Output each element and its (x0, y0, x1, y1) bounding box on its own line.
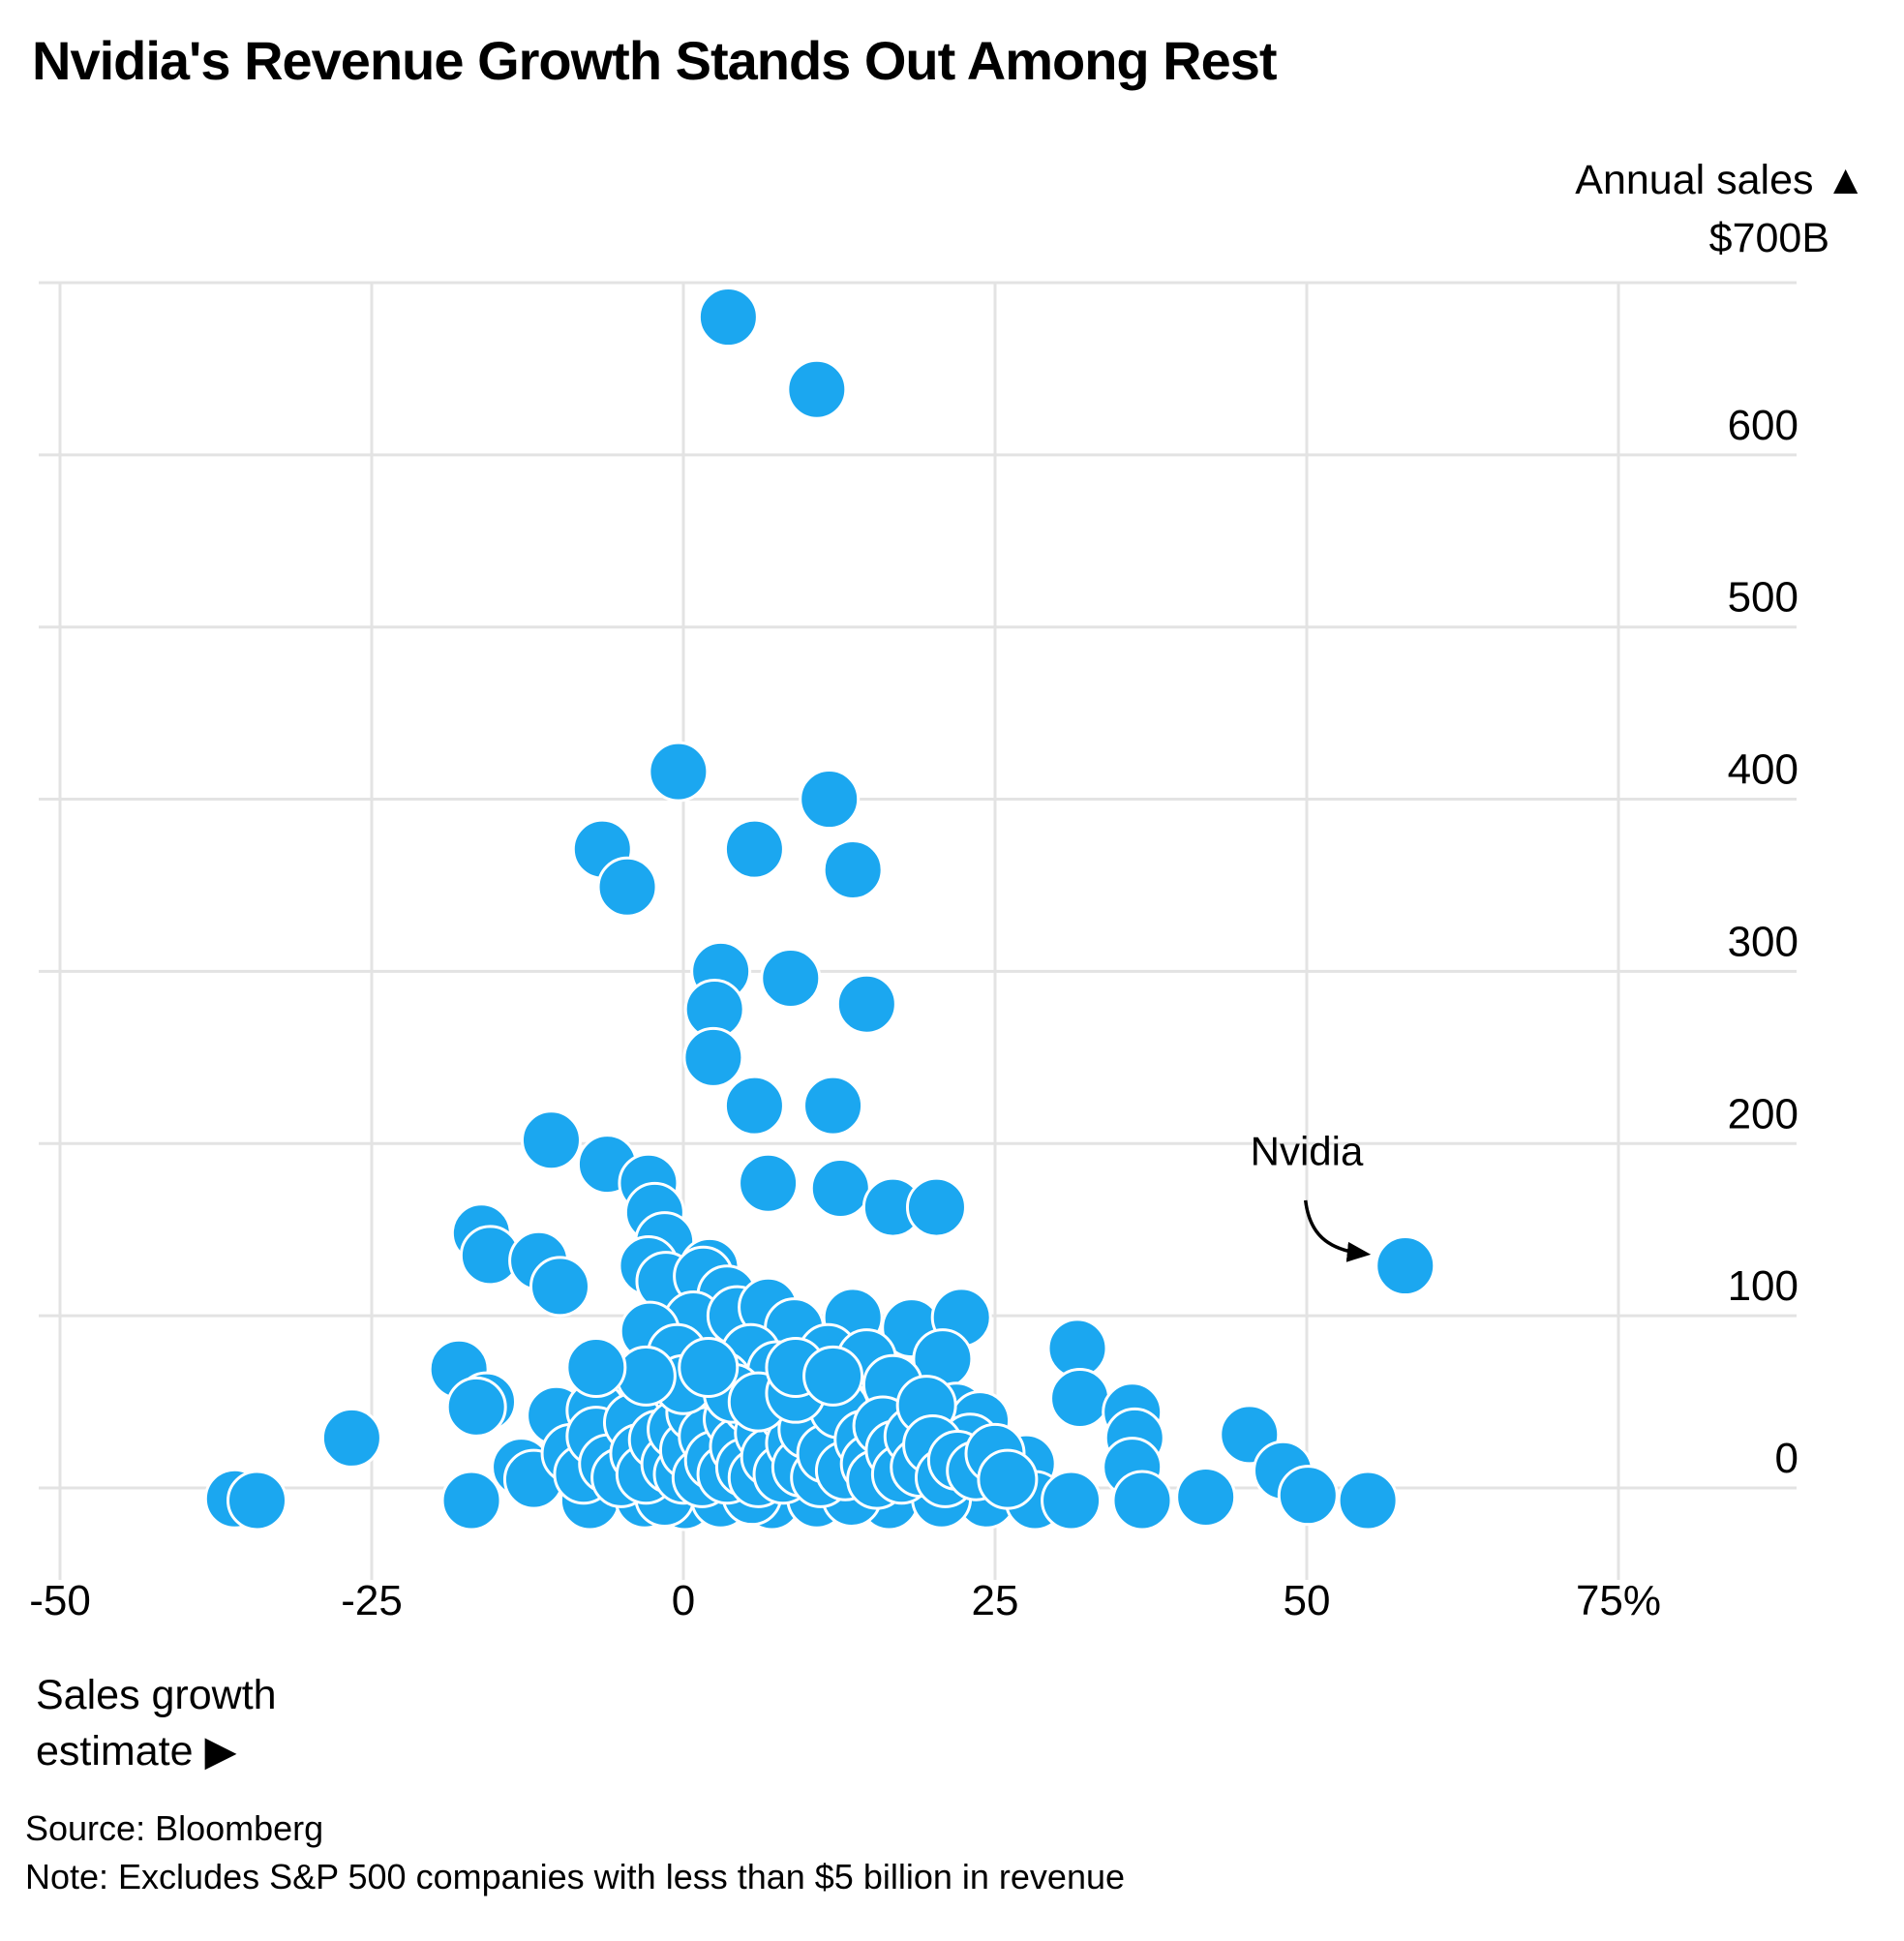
y-tick-label: 0 (1775, 1435, 1798, 1482)
data-point[interactable] (1049, 1368, 1111, 1430)
data-point[interactable] (822, 838, 884, 900)
data-point[interactable] (786, 358, 848, 420)
data-point[interactable] (445, 1376, 507, 1438)
data-point[interactable] (1041, 1470, 1103, 1532)
data-point[interactable] (905, 1176, 967, 1238)
data-point[interactable] (802, 1345, 864, 1407)
data-point[interactable] (723, 818, 785, 880)
x-tick-label: -25 (341, 1577, 403, 1624)
y-tick-label: 200 (1728, 1090, 1798, 1137)
x-tick-label: 25 (972, 1577, 1019, 1624)
y-axis-title: Annual sales ▲ (1575, 157, 1866, 203)
data-point[interactable] (440, 1470, 502, 1532)
y-tick-label: 600 (1728, 402, 1798, 449)
data-point[interactable] (615, 1345, 677, 1407)
note-text: Note: Excludes S&P 500 companies with le… (25, 1857, 1126, 1896)
data-point[interactable] (520, 1109, 582, 1171)
y-tick-label: 100 (1728, 1262, 1798, 1310)
data-point[interactable] (596, 856, 658, 918)
data-point[interactable] (648, 741, 710, 803)
data-point[interactable] (799, 769, 861, 831)
data-point[interactable] (678, 1336, 740, 1398)
data-point[interactable] (1337, 1470, 1399, 1532)
data-point[interactable] (565, 1336, 627, 1398)
x-axis-title-line1: Sales growth (36, 1672, 277, 1718)
data-point[interactable] (738, 1152, 800, 1214)
data-point[interactable] (1375, 1235, 1436, 1297)
data-point[interactable] (682, 1026, 744, 1088)
data-point[interactable] (809, 1158, 871, 1220)
y-tick-label: 400 (1728, 746, 1798, 794)
source-text: Source: Bloomberg (25, 1808, 324, 1848)
y-tick-label: 300 (1728, 918, 1798, 965)
data-point[interactable] (1111, 1470, 1173, 1532)
data-point[interactable] (760, 948, 822, 1010)
x-axis-title: Sales growth estimate ▶ (36, 1667, 277, 1779)
annotation-arrow (1303, 1199, 1372, 1262)
page-title: Nvidia's Revenue Growth Stands Out Among… (32, 30, 1278, 91)
data-point[interactable] (977, 1448, 1039, 1510)
x-tick-label: 50 (1284, 1577, 1331, 1624)
x-axis-title-line2: estimate ▶ (36, 1728, 237, 1774)
x-tick-label: 0 (672, 1577, 695, 1624)
y-tick-label: 500 (1728, 574, 1798, 622)
x-tick-label: -50 (29, 1577, 91, 1624)
data-point[interactable] (723, 1075, 785, 1137)
data-point[interactable] (227, 1470, 288, 1532)
data-point[interactable] (1277, 1465, 1339, 1527)
data-point[interactable] (320, 1407, 382, 1469)
data-point[interactable] (835, 973, 897, 1035)
y-axis-top-unit: $700B (1708, 215, 1829, 261)
data-point[interactable] (802, 1075, 864, 1137)
data-point[interactable] (697, 287, 759, 349)
x-tick-label: 75% (1576, 1577, 1661, 1624)
nvidia-annotation-label: Nvidia (1251, 1128, 1364, 1173)
data-point[interactable] (1175, 1466, 1237, 1528)
data-point[interactable] (529, 1256, 590, 1318)
